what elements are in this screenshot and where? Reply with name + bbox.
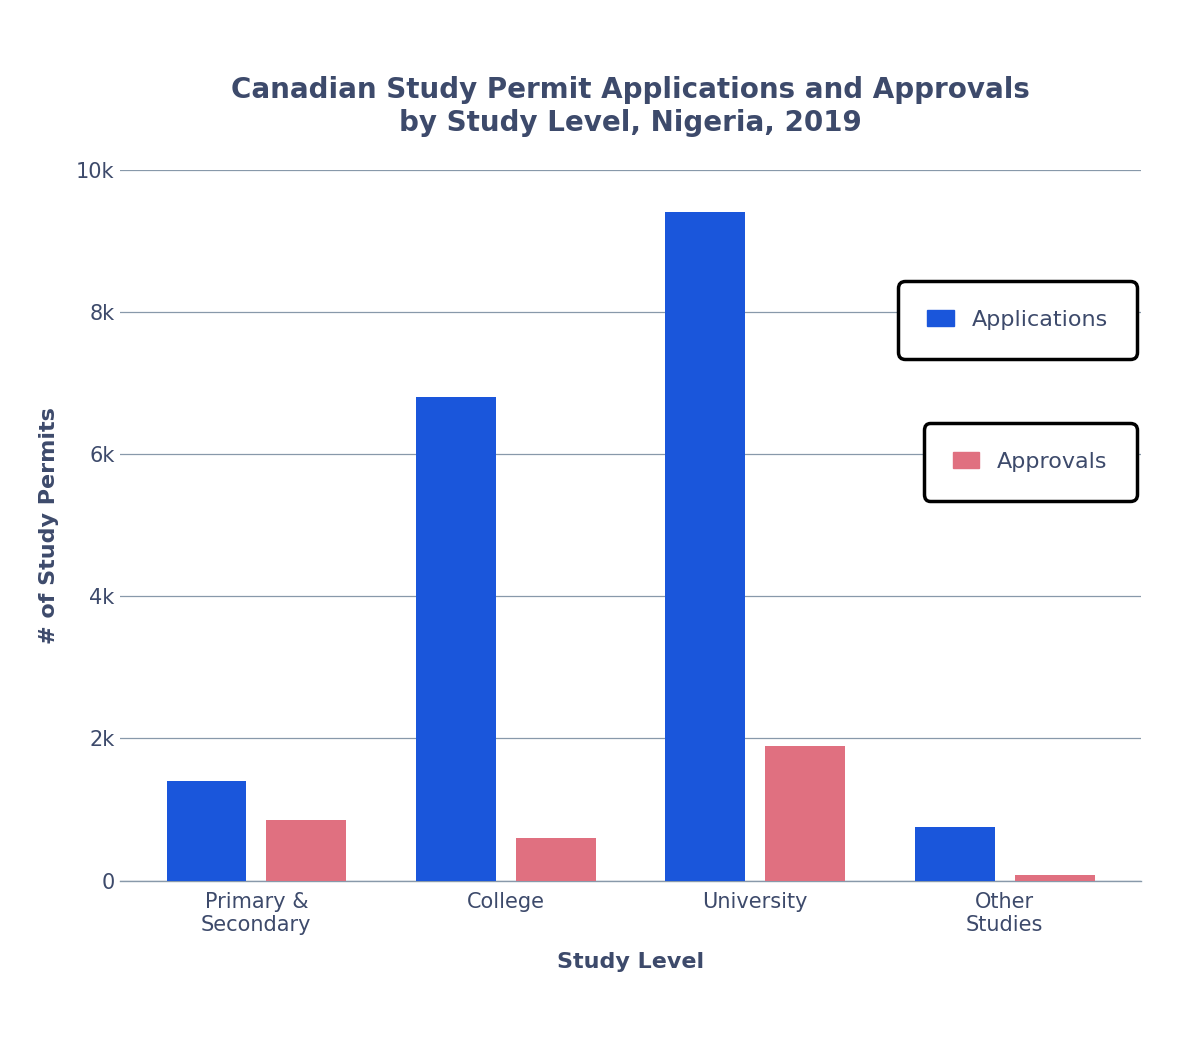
Y-axis label: # of Study Permits: # of Study Permits — [40, 406, 59, 644]
Bar — [267, 820, 346, 881]
Title: Canadian Study Permit Applications and Approvals
by Study Level, Nigeria, 2019: Canadian Study Permit Applications and A… — [231, 76, 1030, 137]
Bar — [765, 746, 846, 881]
X-axis label: Study Level: Study Level — [557, 952, 704, 972]
Legend: Approvals: Approvals — [931, 430, 1130, 494]
Bar — [915, 828, 994, 881]
Bar — [167, 781, 246, 881]
Bar — [515, 838, 596, 881]
Bar — [665, 212, 746, 881]
Bar — [1015, 875, 1094, 881]
Bar — [416, 397, 496, 881]
